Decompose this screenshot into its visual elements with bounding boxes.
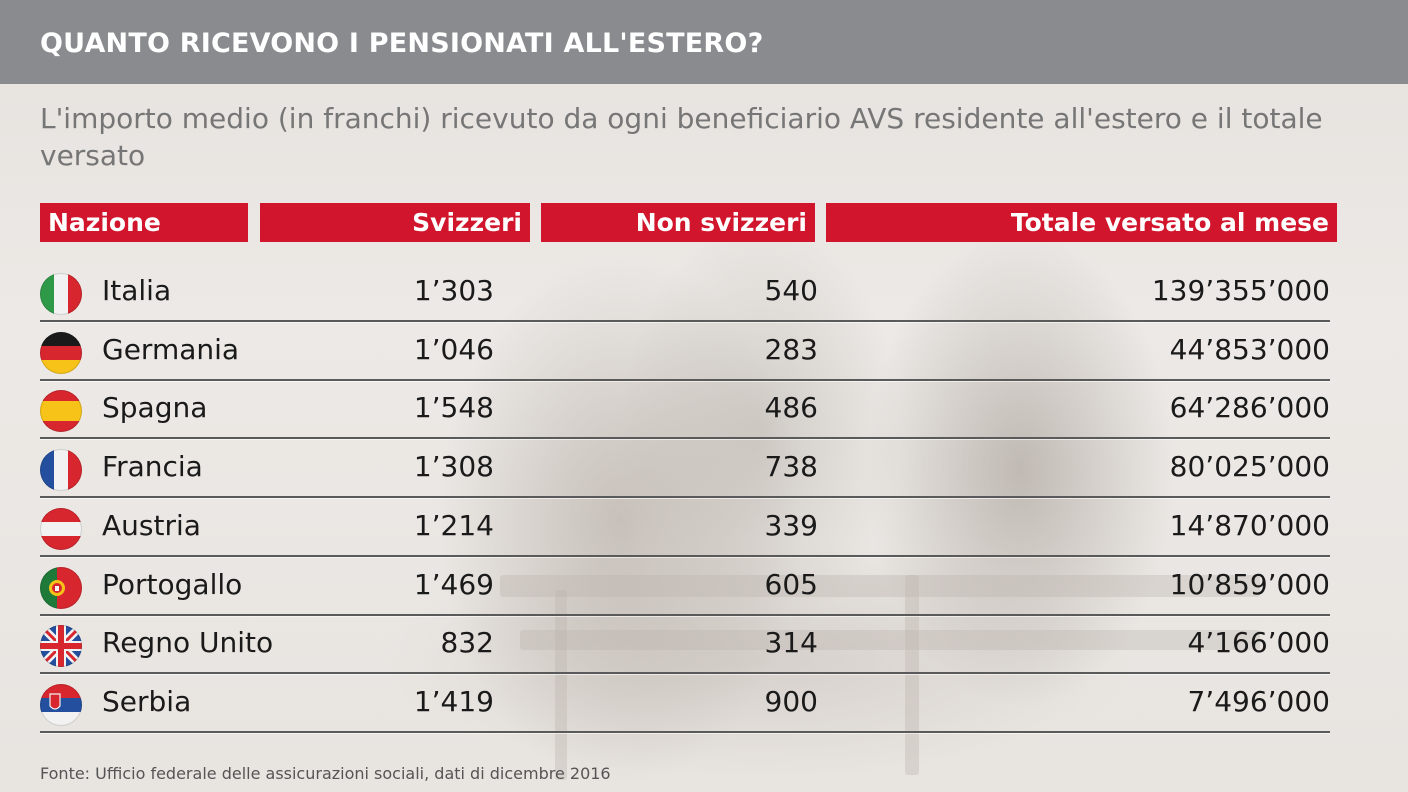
bench-leg [905, 575, 919, 775]
column-header-totale: Totale versato al mese [826, 203, 1337, 242]
table-row: Austria 1’214 339 14’870’000 [40, 498, 1330, 556]
value-totale: 7’496’000 [1187, 685, 1330, 718]
country-name: Spagna [102, 391, 208, 424]
value-svizzeri: 1’308 [413, 450, 494, 483]
value-non-svizzeri: 283 [764, 333, 818, 366]
value-totale: 44’853’000 [1169, 333, 1330, 366]
value-svizzeri: 1’214 [413, 509, 494, 542]
value-non-svizzeri: 339 [764, 509, 818, 542]
germany-flag-icon [40, 332, 82, 374]
row-divider [40, 496, 1330, 498]
country-name: Portogallo [102, 568, 243, 601]
bench-slat [520, 630, 1260, 650]
row-divider [40, 614, 1330, 616]
title-bar [0, 0, 1408, 84]
spain-flag-icon [40, 390, 82, 432]
value-totale: 139’355’000 [1151, 274, 1330, 307]
chart-subtitle: L'importo medio (in franchi) ricevuto da… [40, 102, 1323, 172]
value-totale: 10’859’000 [1169, 568, 1330, 601]
serbia-flag-icon [40, 684, 82, 726]
country-name: Germania [102, 333, 240, 366]
value-non-svizzeri: 605 [764, 568, 818, 601]
value-non-svizzeri: 314 [764, 626, 818, 659]
austria-flag-icon [40, 508, 82, 550]
value-non-svizzeri: 486 [764, 391, 818, 424]
row-divider [40, 437, 1330, 439]
value-totale: 64’286’000 [1169, 391, 1330, 424]
france-flag-icon [40, 449, 82, 491]
bench-slat [500, 575, 1260, 597]
column-header-non-svizzeri: Non svizzeri [541, 203, 815, 242]
chart-title: QUANTO RICEVONO I PENSIONATI ALL'ESTERO? [40, 28, 764, 59]
row-divider [40, 731, 1330, 733]
source-note: Fonte: Ufficio federale delle assicurazi… [40, 764, 611, 783]
value-svizzeri: 1’303 [413, 274, 494, 307]
country-name: Austria [102, 509, 201, 542]
table-row: Germania 1’046 283 44’853’000 [40, 322, 1330, 380]
row-divider [40, 672, 1330, 674]
value-non-svizzeri: 540 [764, 274, 818, 307]
value-svizzeri: 1’419 [413, 685, 494, 718]
column-header-svizzeri: Svizzeri [260, 203, 530, 242]
italy-flag-icon [40, 273, 82, 315]
value-svizzeri: 832 [440, 626, 494, 659]
portugal-flag-icon [40, 567, 82, 609]
table-row: Spagna 1’548 486 64’286’000 [40, 380, 1330, 438]
column-header-nazione: Nazione [40, 203, 248, 242]
country-name: Regno Unito [102, 626, 274, 659]
value-svizzeri: 1’469 [413, 568, 494, 601]
table-row: Portogallo 1’469 605 10’859’000 [40, 557, 1330, 615]
row-divider [40, 555, 1330, 557]
row-divider [40, 379, 1330, 381]
table-row: Regno Unito 832 314 4’166’000 [40, 615, 1330, 673]
value-totale: 80’025’000 [1169, 450, 1330, 483]
country-name: Serbia [102, 685, 192, 718]
table-row: Italia 1’303 540 139’355’000 [40, 263, 1330, 321]
row-divider [40, 320, 1330, 322]
country-name: Francia [102, 450, 203, 483]
value-svizzeri: 1’548 [413, 391, 494, 424]
value-non-svizzeri: 900 [764, 685, 818, 718]
value-totale: 14’870’000 [1169, 509, 1330, 542]
country-name: Italia [102, 274, 172, 307]
value-svizzeri: 1’046 [413, 333, 494, 366]
value-totale: 4’166’000 [1187, 626, 1330, 659]
value-non-svizzeri: 738 [764, 450, 818, 483]
table-row: Francia 1’308 738 80’025’000 [40, 439, 1330, 497]
uk-flag-icon [40, 625, 82, 667]
table-row: Serbia 1’419 900 7’496’000 [40, 674, 1330, 732]
